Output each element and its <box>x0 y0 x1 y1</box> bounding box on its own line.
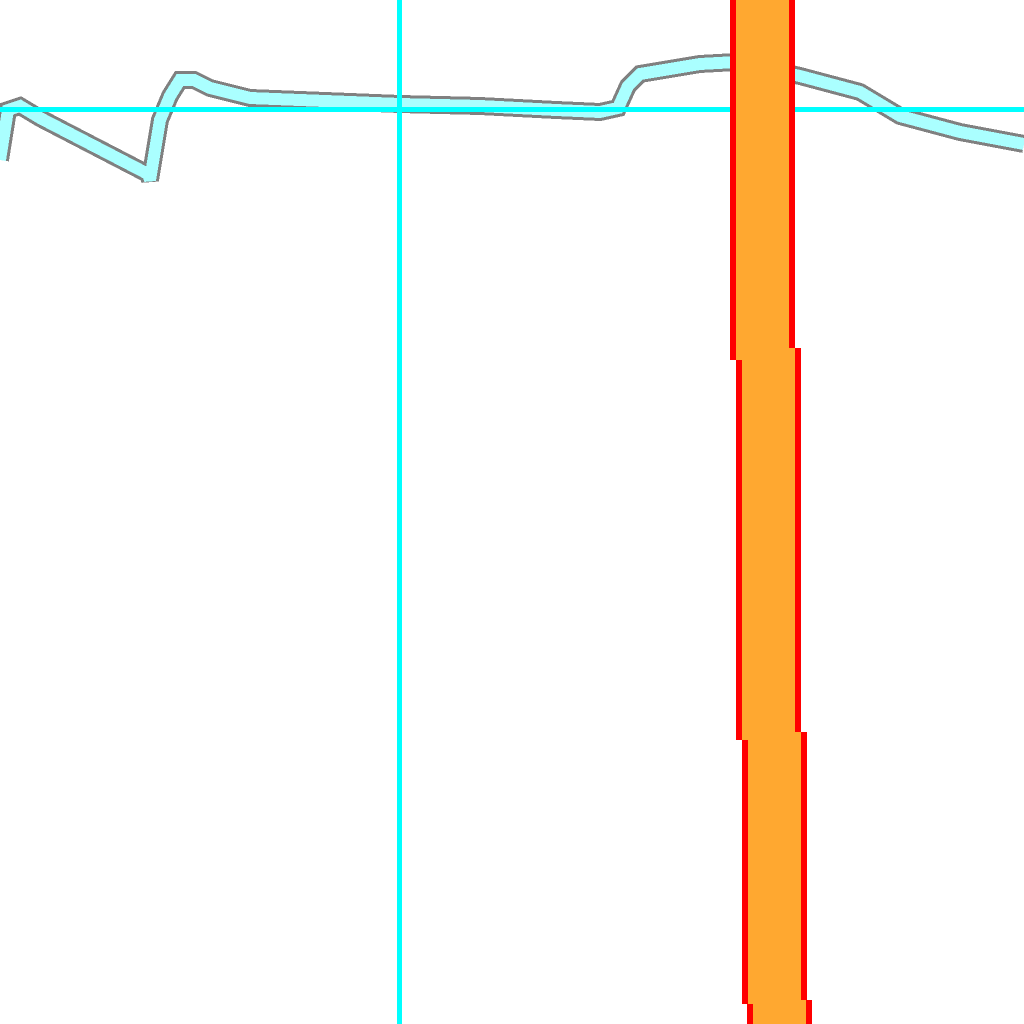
road-fill-segment <box>748 732 801 1004</box>
grid-line-horizontal <box>0 107 1024 112</box>
road-fill-segment <box>736 0 789 360</box>
road <box>730 0 812 1024</box>
road-fill-segment <box>742 348 795 740</box>
road-fill-segment <box>753 1000 806 1024</box>
grid-line-vertical <box>397 0 402 1024</box>
